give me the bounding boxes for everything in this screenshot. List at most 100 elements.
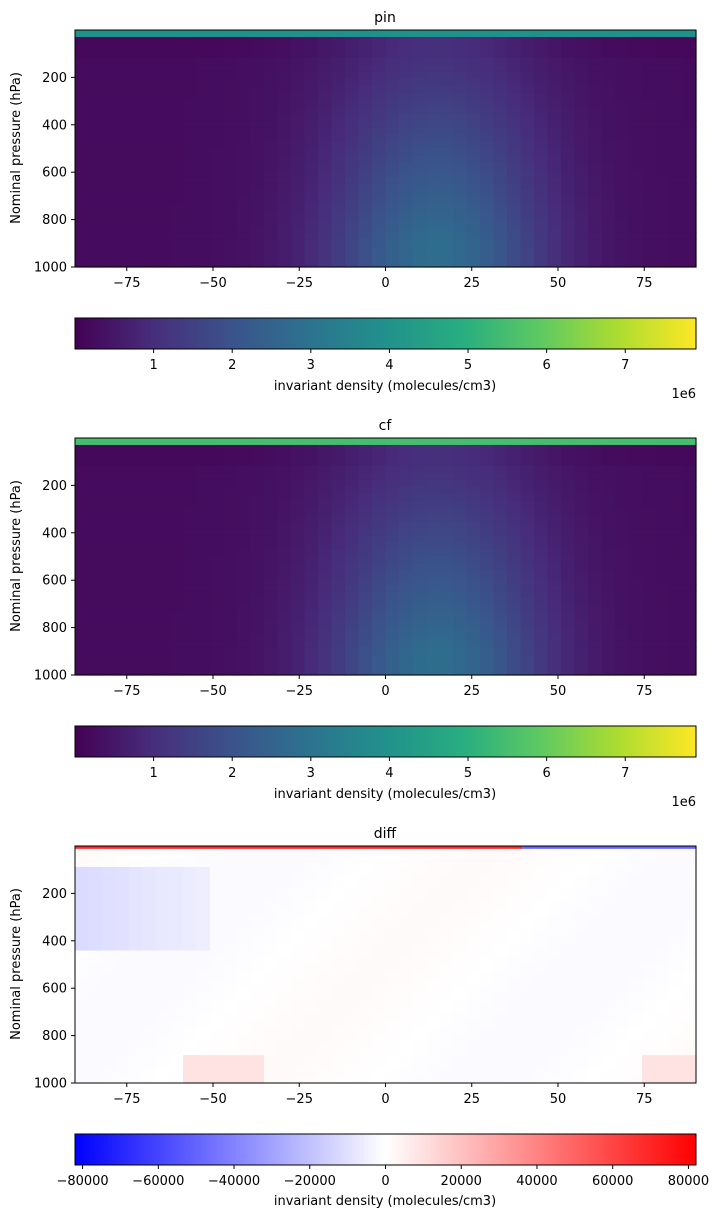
heatmap-cell bbox=[291, 78, 306, 87]
heatmap-cell bbox=[561, 451, 576, 460]
heatmap-cell bbox=[75, 866, 90, 875]
heatmap-cell bbox=[642, 549, 657, 558]
heatmap-cell bbox=[669, 246, 684, 254]
heatmap-cell bbox=[210, 859, 225, 868]
heatmap-cell bbox=[480, 438, 495, 446]
heatmap-cell bbox=[412, 134, 427, 143]
heatmap-cell bbox=[574, 612, 589, 620]
heatmap-cell bbox=[129, 535, 144, 544]
heatmap-cell bbox=[345, 859, 360, 868]
heatmap-cell bbox=[534, 964, 549, 973]
colorbar-tick-label: 5 bbox=[464, 358, 472, 373]
heatmap-cell bbox=[399, 1055, 414, 1063]
heatmap-cell bbox=[196, 908, 211, 917]
heatmap-cell bbox=[601, 30, 616, 38]
heatmap-cell bbox=[75, 246, 90, 254]
heatmap-cell bbox=[358, 647, 373, 655]
heatmap-cell bbox=[412, 260, 427, 268]
heatmap-cell bbox=[156, 64, 171, 73]
heatmap-cell bbox=[291, 92, 306, 101]
heatmap-cell bbox=[534, 253, 549, 261]
heatmap-cell bbox=[331, 92, 346, 101]
heatmap-cell bbox=[291, 859, 306, 868]
heatmap-cell bbox=[115, 936, 130, 945]
heatmap-cell bbox=[169, 246, 184, 254]
heatmap-cell bbox=[493, 1055, 508, 1063]
heatmap-cell bbox=[142, 647, 157, 655]
heatmap-cell bbox=[223, 668, 238, 676]
heatmap-cell bbox=[129, 633, 144, 641]
heatmap-cell bbox=[642, 528, 657, 537]
heatmap-cell bbox=[628, 528, 643, 537]
heatmap-cell bbox=[345, 176, 360, 184]
heatmap-cell bbox=[372, 120, 387, 129]
heatmap-cell bbox=[520, 176, 535, 184]
heatmap-cell bbox=[129, 556, 144, 565]
heatmap-cell bbox=[88, 661, 103, 669]
heatmap-cell bbox=[493, 176, 508, 184]
heatmap-cell bbox=[142, 451, 157, 460]
heatmap-cell bbox=[534, 957, 549, 966]
heatmap-cell bbox=[102, 894, 117, 903]
heatmap-cell bbox=[642, 598, 657, 606]
heatmap-cell bbox=[561, 1055, 576, 1063]
heatmap-cell bbox=[196, 521, 211, 530]
heatmap-cell bbox=[277, 846, 292, 854]
heatmap-cell bbox=[534, 225, 549, 233]
heatmap-cell bbox=[88, 929, 103, 938]
heatmap-cell bbox=[412, 176, 427, 184]
heatmap-cell bbox=[237, 127, 252, 136]
heatmap-cell bbox=[169, 915, 184, 924]
heatmap-cell bbox=[183, 591, 198, 599]
heatmap-cell bbox=[561, 936, 576, 945]
heatmap-cell bbox=[291, 1076, 306, 1084]
heatmap-cell bbox=[291, 598, 306, 606]
heatmap-cell bbox=[331, 887, 346, 896]
heatmap-cell bbox=[507, 964, 522, 973]
heatmap-cell bbox=[142, 1062, 157, 1070]
heatmap-cell bbox=[183, 113, 198, 122]
heatmap-cell bbox=[520, 50, 535, 59]
heatmap-cell bbox=[358, 1041, 373, 1049]
heatmap-cell bbox=[399, 507, 414, 516]
heatmap-cell bbox=[453, 556, 468, 565]
heatmap-cell bbox=[574, 514, 589, 523]
heatmap-cell bbox=[655, 549, 670, 558]
heatmap-cell bbox=[412, 43, 427, 52]
heatmap-cell bbox=[88, 535, 103, 544]
heatmap-cell bbox=[210, 549, 225, 558]
heatmap-cell bbox=[682, 169, 697, 177]
heatmap-cell bbox=[385, 1020, 400, 1028]
heatmap-cell bbox=[574, 852, 589, 861]
heatmap-cell bbox=[426, 598, 441, 606]
heatmap-cell bbox=[493, 668, 508, 676]
heatmap-cell bbox=[574, 654, 589, 662]
heatmap-cell bbox=[237, 894, 252, 903]
heatmap-cell bbox=[183, 880, 198, 889]
heatmap-cell bbox=[250, 859, 265, 868]
heatmap-cell bbox=[453, 612, 468, 620]
heatmap-cell bbox=[196, 514, 211, 523]
heatmap-cell bbox=[628, 894, 643, 903]
heatmap-cell bbox=[399, 451, 414, 460]
heatmap-cell bbox=[183, 507, 198, 516]
heatmap-cell bbox=[412, 479, 427, 488]
heatmap-cell bbox=[480, 253, 495, 261]
heatmap-cell bbox=[331, 563, 346, 572]
heatmap-cell bbox=[493, 605, 508, 613]
heatmap-cell bbox=[250, 64, 265, 73]
heatmap-cell bbox=[331, 605, 346, 613]
heatmap-cell bbox=[115, 176, 130, 184]
heatmap-cell bbox=[277, 1041, 292, 1049]
heatmap-cell bbox=[412, 514, 427, 523]
heatmap-cell bbox=[628, 71, 643, 80]
heatmap-cell bbox=[331, 950, 346, 959]
heatmap-cell bbox=[304, 57, 319, 66]
heatmap-cell bbox=[102, 619, 117, 627]
heatmap-cell bbox=[547, 1055, 562, 1063]
heatmap-cell bbox=[264, 92, 279, 101]
heatmap-cell bbox=[304, 458, 319, 467]
heatmap-cell bbox=[669, 43, 684, 52]
heatmap-cell bbox=[331, 1055, 346, 1063]
heatmap-cell bbox=[628, 887, 643, 896]
